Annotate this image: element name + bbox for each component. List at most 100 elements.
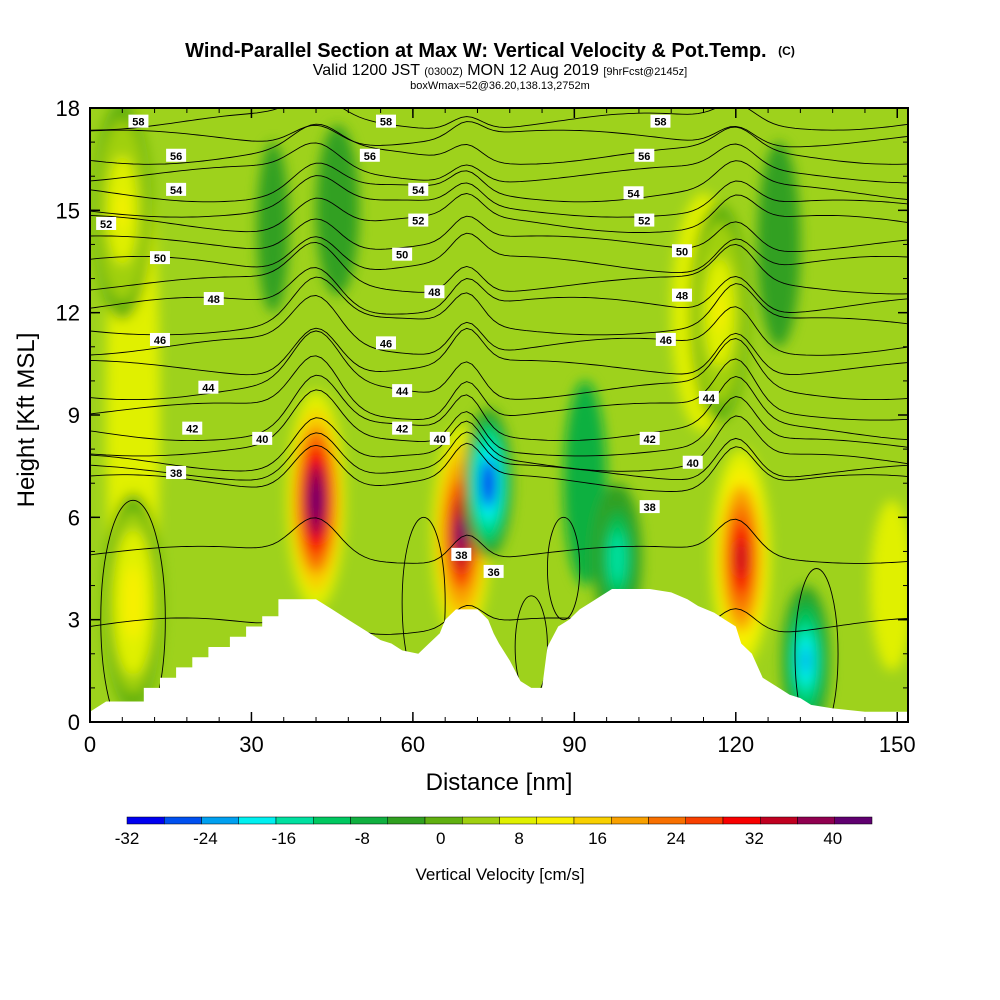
contour-label-48: 48	[203, 292, 224, 306]
theta-contour-minor-38	[90, 431, 908, 481]
contour-label-50: 50	[671, 244, 692, 258]
colorbar-swatch	[760, 816, 798, 825]
colorbar-swatch	[424, 816, 463, 825]
contour-label-box	[408, 182, 429, 196]
contour-label-text: 46	[154, 335, 166, 347]
velocity-area-4	[870, 500, 908, 671]
contour-label-50: 50	[392, 247, 413, 262]
subtitle-valid: Valid 1200 JST	[313, 62, 421, 79]
contour-label-text: 40	[256, 434, 268, 446]
velocity-area-6	[316, 125, 360, 296]
colorbar-swatch	[648, 816, 686, 825]
colorbar-swatch	[313, 816, 351, 825]
colorbar-tick-label: -8	[355, 829, 370, 848]
contour-label-box	[451, 547, 472, 561]
theta-contour-50	[90, 232, 908, 274]
contour-label-text: 48	[428, 287, 440, 299]
colorbar-swatch	[499, 816, 537, 825]
x-tick-label: 150	[879, 732, 916, 757]
y-tick-label: 9	[68, 403, 80, 428]
contour-label-48: 48	[424, 285, 445, 299]
contour-label-text: 52	[100, 219, 112, 231]
contour-label-40: 40	[682, 455, 703, 470]
colorbar-swatch	[350, 816, 388, 825]
colorbar-tick-label: -24	[193, 829, 218, 848]
contour-label-text: 44	[703, 393, 716, 405]
contour-label-56: 56	[359, 148, 380, 163]
contour-label-box	[424, 285, 445, 299]
contour-label-box	[149, 251, 170, 265]
colorbar-label: Vertical Velocity [cm/s]	[415, 865, 584, 884]
chart-title-main: Wind-Parallel Section at Max W: Vertical…	[185, 40, 766, 62]
velocity-core-6-5	[128, 584, 138, 621]
contour-label-text: 56	[364, 151, 376, 163]
chart-title-suffix: (C)	[778, 44, 795, 58]
contour-label-text: 40	[434, 434, 446, 446]
contour-label-text: 54	[627, 188, 640, 200]
x-axis-label: Distance [nm]	[426, 769, 573, 796]
contour-label-text: 44	[396, 386, 409, 398]
contour-label-box	[655, 332, 676, 346]
contour-label-52: 52	[408, 213, 429, 228]
colorbar-tick-label: 8	[514, 829, 523, 848]
x-tick-label: 90	[562, 732, 586, 757]
colorbar-swatch	[611, 816, 649, 825]
colorbar-swatch	[238, 816, 277, 825]
y-tick-label: 12	[56, 301, 80, 326]
colorbar-tick-label: 16	[588, 829, 607, 848]
contour-label-box	[698, 390, 719, 404]
contour-label-50: 50	[149, 251, 170, 265]
x-tick-label: 0	[84, 732, 96, 757]
plot-area: 58 58 58 56 56 56 54 54 54 52 52 52 50 50 50 48 48 48 46 46…	[90, 108, 908, 722]
contour-label-text: 58	[132, 117, 144, 129]
colorbar-tick-label: 0	[436, 829, 445, 848]
contour-label-text: 40	[687, 458, 699, 470]
contour-label-text: 54	[412, 185, 425, 197]
contour-label-text: 46	[380, 338, 392, 350]
contour-label-box	[392, 421, 413, 435]
contour-label-box	[375, 336, 396, 350]
velocity-core-2-5	[484, 470, 493, 496]
colorbar-swatch	[536, 816, 575, 825]
theta-contour-minor-48	[90, 241, 908, 295]
contour-label-text: 38	[170, 468, 182, 480]
theta-contour-52	[90, 193, 908, 233]
contour-label-text: 56	[170, 151, 182, 163]
y-tick-label: 15	[56, 198, 80, 223]
contour-label-text: 52	[638, 216, 650, 228]
velocity-core-8-5	[714, 294, 725, 331]
theta-contour-minor-42	[90, 355, 908, 421]
contour-label-text: 50	[396, 250, 408, 262]
theta-contour-42	[90, 374, 908, 442]
contour-label-text: 56	[638, 151, 650, 163]
theta-contour-minor-52	[90, 175, 908, 218]
theta-contour-minor-56	[90, 121, 908, 148]
subtitle-zulu: (0300Z)	[424, 66, 463, 78]
theta-contours	[90, 108, 908, 722]
contour-label-box	[408, 213, 429, 227]
contour-label-text: 44	[202, 383, 215, 395]
contour-label-text: 52	[412, 216, 424, 228]
colorbar-swatch	[573, 816, 612, 825]
contour-label-box	[128, 114, 149, 128]
low-contour-loop-4	[546, 516, 581, 621]
subtitle-date: MON 12 Aug 2019	[467, 62, 599, 79]
colorbar-swatch	[722, 816, 761, 825]
theta-contour-minor-44	[90, 327, 908, 376]
theta-contour-48	[90, 267, 908, 315]
colorbar-tick-label: -16	[272, 829, 297, 848]
velocity-core-1-5	[456, 516, 467, 553]
contour-label-box	[671, 288, 692, 302]
contour-label-box	[639, 500, 660, 514]
theta-contour-minor-36	[90, 517, 908, 564]
contour-label-box	[429, 431, 450, 445]
y-tick-label: 3	[68, 608, 80, 633]
contour-label-58: 58	[375, 114, 396, 129]
contour-label-48: 48	[671, 288, 692, 303]
contour-label-54: 54	[408, 182, 429, 197]
contour-label-box	[623, 186, 644, 200]
contour-label-58: 58	[128, 114, 149, 129]
contour-label-box	[166, 148, 187, 162]
y-axis-label: Height [Kft MSL]	[13, 333, 40, 508]
